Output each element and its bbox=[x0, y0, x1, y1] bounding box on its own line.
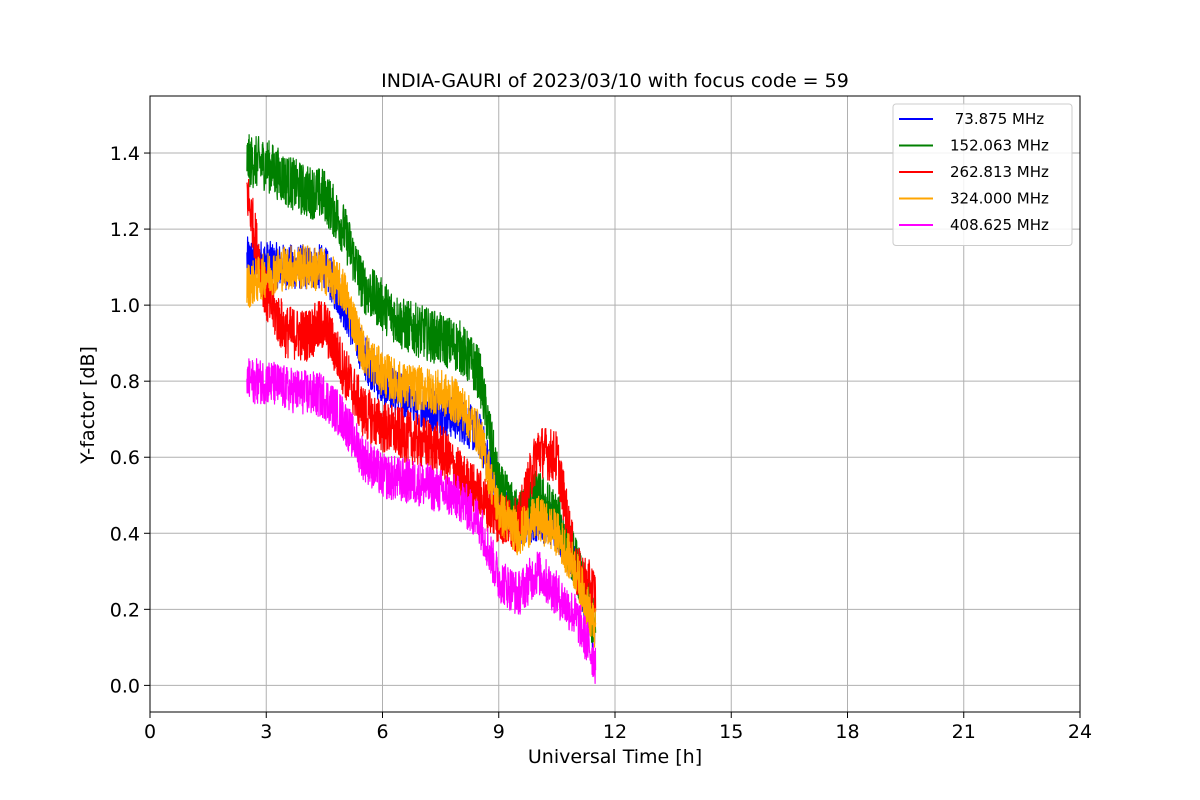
y-tick-label: 0.2 bbox=[110, 599, 140, 621]
y-tick-label: 0.8 bbox=[110, 371, 140, 393]
legend-label: 262.813 MHz bbox=[950, 163, 1049, 181]
legend-label: 408.625 MHz bbox=[950, 216, 1049, 234]
y-axis-label: Y-factor [dB] bbox=[77, 346, 99, 465]
x-tick-label: 12 bbox=[603, 721, 627, 743]
x-tick-label: 18 bbox=[835, 721, 859, 743]
legend: 73.875 MHz 152.063 MHz 262.813 MHz 324.000 … bbox=[892, 103, 1073, 246]
x-tick-label: 24 bbox=[1068, 721, 1092, 743]
chart-title: INDIA-GAURI of 2023/03/10 with focus cod… bbox=[381, 70, 849, 92]
x-tick-label: 9 bbox=[493, 721, 505, 743]
plot-series bbox=[246, 134, 597, 684]
y-tick-label: 1.0 bbox=[110, 295, 140, 317]
y-tick-label: 1.4 bbox=[110, 143, 140, 165]
series-line-4 bbox=[246, 244, 597, 648]
y-tick-label: 0.0 bbox=[110, 675, 140, 697]
x-tick-label: 15 bbox=[719, 721, 743, 743]
legend-label: 73.875 MHz bbox=[950, 110, 1044, 128]
x-tick-label: 6 bbox=[376, 721, 388, 743]
y-tick-label: 1.2 bbox=[110, 219, 140, 241]
legend-label: 324.000 MHz bbox=[950, 190, 1049, 208]
y-tick-label: 0.6 bbox=[110, 447, 140, 469]
y-tick-label: 0.4 bbox=[110, 523, 140, 545]
series-line-5 bbox=[246, 358, 597, 684]
axis-ticks: 0 3 6 9 12 15 18 21 24 0.0 0.2 0.4 0.6 0.8 1.0 1.2 1.4 bbox=[110, 143, 1092, 743]
x-tick-label: 21 bbox=[952, 721, 976, 743]
x-axis-label: Universal Time [h] bbox=[528, 746, 702, 768]
series-line-3 bbox=[246, 178, 597, 617]
legend-box bbox=[892, 103, 1073, 246]
x-tick-label: 3 bbox=[260, 721, 272, 743]
legend-label: 152.063 MHz bbox=[950, 137, 1049, 155]
x-tick-label: 0 bbox=[144, 721, 156, 743]
